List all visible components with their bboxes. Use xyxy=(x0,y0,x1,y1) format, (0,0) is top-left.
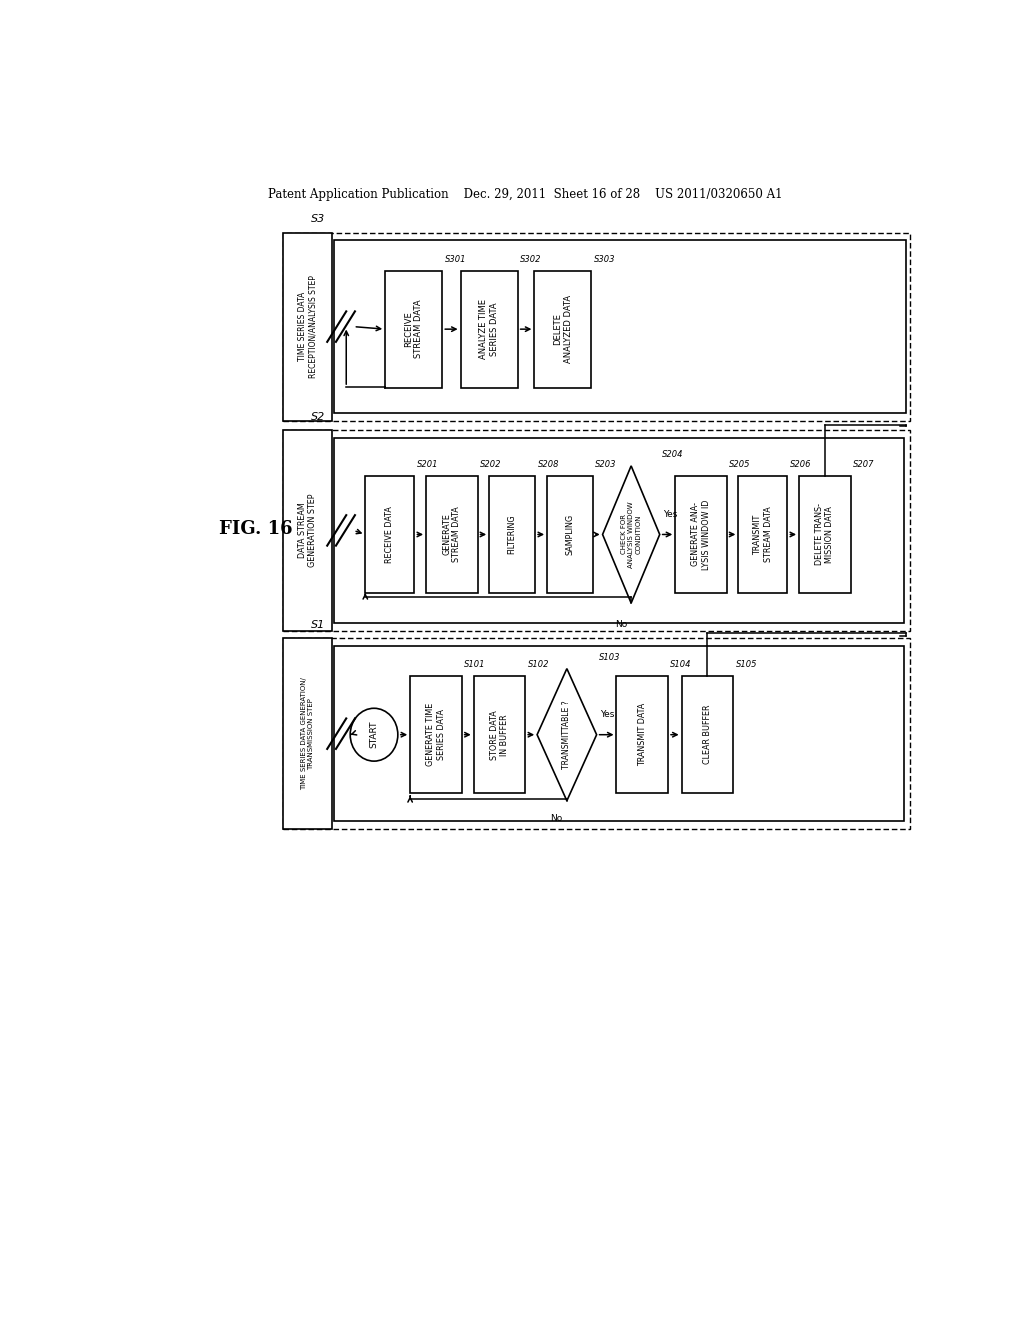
Text: CHECK FOR
ANALYSIS WINDOW
CONDITION: CHECK FOR ANALYSIS WINDOW CONDITION xyxy=(622,502,641,568)
Bar xyxy=(461,271,518,388)
Text: S105: S105 xyxy=(735,660,757,669)
Polygon shape xyxy=(538,669,597,801)
Bar xyxy=(366,477,415,593)
Text: S1: S1 xyxy=(311,620,326,630)
Text: S202: S202 xyxy=(480,459,502,469)
Text: S301: S301 xyxy=(444,255,466,264)
Text: Yes: Yes xyxy=(663,511,677,519)
Text: GENERATE
STREAM DATA: GENERATE STREAM DATA xyxy=(442,507,462,562)
Text: TRANSMITTABLE ?: TRANSMITTABLE ? xyxy=(562,701,571,770)
Text: S103: S103 xyxy=(599,652,621,661)
Text: ANALYZE TIME
SERIES DATA: ANALYZE TIME SERIES DATA xyxy=(479,300,499,359)
Bar xyxy=(334,438,904,623)
Text: RECEIVE
STREAM DATA: RECEIVE STREAM DATA xyxy=(404,300,423,359)
Text: No: No xyxy=(550,814,562,822)
Text: DELETE
ANALYZED DATA: DELETE ANALYZED DATA xyxy=(553,296,572,363)
Text: S302: S302 xyxy=(520,255,542,264)
Text: S204: S204 xyxy=(663,450,684,459)
Text: GENERATE TIME
SERIES DATA: GENERATE TIME SERIES DATA xyxy=(426,704,445,767)
Bar xyxy=(283,232,909,421)
Text: SAMPLING: SAMPLING xyxy=(565,513,574,554)
Text: S2: S2 xyxy=(311,412,326,421)
Text: STORE DATA
IN BUFFER: STORE DATA IN BUFFER xyxy=(489,710,509,759)
Text: START: START xyxy=(370,721,379,748)
Text: S102: S102 xyxy=(527,660,549,669)
Bar xyxy=(738,477,787,593)
Text: FIG. 16: FIG. 16 xyxy=(219,520,293,539)
Text: DATA STREAM
GENERATION STEP: DATA STREAM GENERATION STEP xyxy=(298,494,317,568)
Text: TRANSMIT
STREAM DATA: TRANSMIT STREAM DATA xyxy=(754,507,772,562)
Bar xyxy=(547,477,593,593)
Ellipse shape xyxy=(350,709,397,762)
Text: S207: S207 xyxy=(853,459,874,469)
Text: S205: S205 xyxy=(729,459,751,469)
Text: S203: S203 xyxy=(595,459,616,469)
Text: Patent Application Publication    Dec. 29, 2011  Sheet 16 of 28    US 2011/03206: Patent Application Publication Dec. 29, … xyxy=(267,189,782,202)
Text: S206: S206 xyxy=(790,459,811,469)
Bar xyxy=(411,676,462,793)
Text: S201: S201 xyxy=(417,459,438,469)
Text: FILTERING: FILTERING xyxy=(508,515,516,554)
Bar xyxy=(489,477,536,593)
Text: No: No xyxy=(615,620,628,630)
Bar xyxy=(334,647,904,821)
Text: S101: S101 xyxy=(464,660,485,669)
Bar xyxy=(616,676,668,793)
Text: CLEAR BUFFER: CLEAR BUFFER xyxy=(702,705,712,764)
Text: S104: S104 xyxy=(671,660,692,669)
Polygon shape xyxy=(602,466,659,603)
Text: Yes: Yes xyxy=(600,710,614,719)
Bar xyxy=(675,477,727,593)
Bar xyxy=(283,430,332,631)
Bar xyxy=(283,638,332,829)
Bar xyxy=(385,271,442,388)
Bar xyxy=(283,638,909,829)
Text: GENERATE ANA-
LYSIS WINDOW ID: GENERATE ANA- LYSIS WINDOW ID xyxy=(691,499,711,570)
Text: TRANSMIT DATA: TRANSMIT DATA xyxy=(638,704,647,767)
Text: S208: S208 xyxy=(538,459,559,469)
Bar xyxy=(283,430,909,631)
Text: DELETE TRANS-
MISSION DATA: DELETE TRANS- MISSION DATA xyxy=(815,503,835,565)
Text: S3: S3 xyxy=(311,214,326,224)
Bar xyxy=(426,477,477,593)
Text: TIME SERIES DATA
RECEPTION/ANALYSIS STEP: TIME SERIES DATA RECEPTION/ANALYSIS STEP xyxy=(298,275,317,378)
Bar xyxy=(283,232,332,421)
Text: S303: S303 xyxy=(594,255,615,264)
Bar xyxy=(334,240,905,412)
Text: TIME SERIES DATA GENERATION/
TRANSMISSION STEP: TIME SERIES DATA GENERATION/ TRANSMISSIO… xyxy=(301,677,313,791)
Bar xyxy=(799,477,851,593)
Bar xyxy=(474,676,525,793)
Bar xyxy=(535,271,592,388)
Bar xyxy=(682,676,733,793)
Text: RECEIVE DATA: RECEIVE DATA xyxy=(385,506,394,562)
